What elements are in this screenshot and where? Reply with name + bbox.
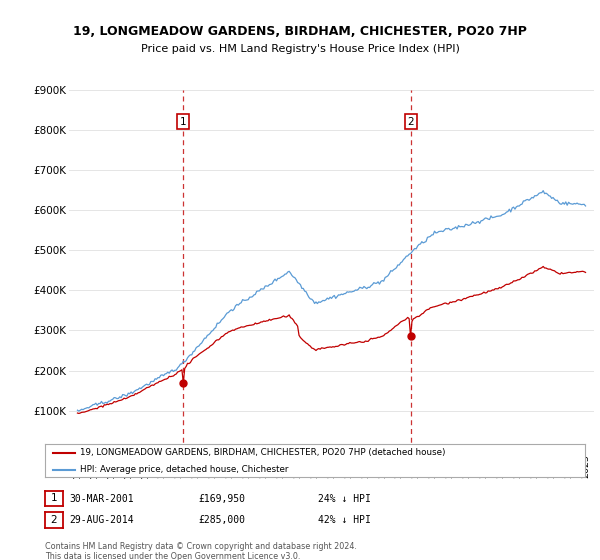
- Text: 1: 1: [180, 116, 187, 127]
- Text: £285,000: £285,000: [198, 515, 245, 525]
- Text: 19, LONGMEADOW GARDENS, BIRDHAM, CHICHESTER, PO20 7HP: 19, LONGMEADOW GARDENS, BIRDHAM, CHICHES…: [73, 25, 527, 38]
- Text: 2: 2: [407, 116, 414, 127]
- Text: 1: 1: [50, 493, 58, 503]
- Text: 29-AUG-2014: 29-AUG-2014: [69, 515, 134, 525]
- Text: 2: 2: [50, 515, 58, 525]
- Text: HPI: Average price, detached house, Chichester: HPI: Average price, detached house, Chic…: [80, 465, 289, 474]
- Text: 42% ↓ HPI: 42% ↓ HPI: [318, 515, 371, 525]
- Text: Contains HM Land Registry data © Crown copyright and database right 2024.
This d: Contains HM Land Registry data © Crown c…: [45, 542, 357, 560]
- Text: 19, LONGMEADOW GARDENS, BIRDHAM, CHICHESTER, PO20 7HP (detached house): 19, LONGMEADOW GARDENS, BIRDHAM, CHICHES…: [80, 449, 446, 458]
- Text: £169,950: £169,950: [198, 494, 245, 504]
- Text: 24% ↓ HPI: 24% ↓ HPI: [318, 494, 371, 504]
- Text: 30-MAR-2001: 30-MAR-2001: [69, 494, 134, 504]
- Text: Price paid vs. HM Land Registry's House Price Index (HPI): Price paid vs. HM Land Registry's House …: [140, 44, 460, 54]
